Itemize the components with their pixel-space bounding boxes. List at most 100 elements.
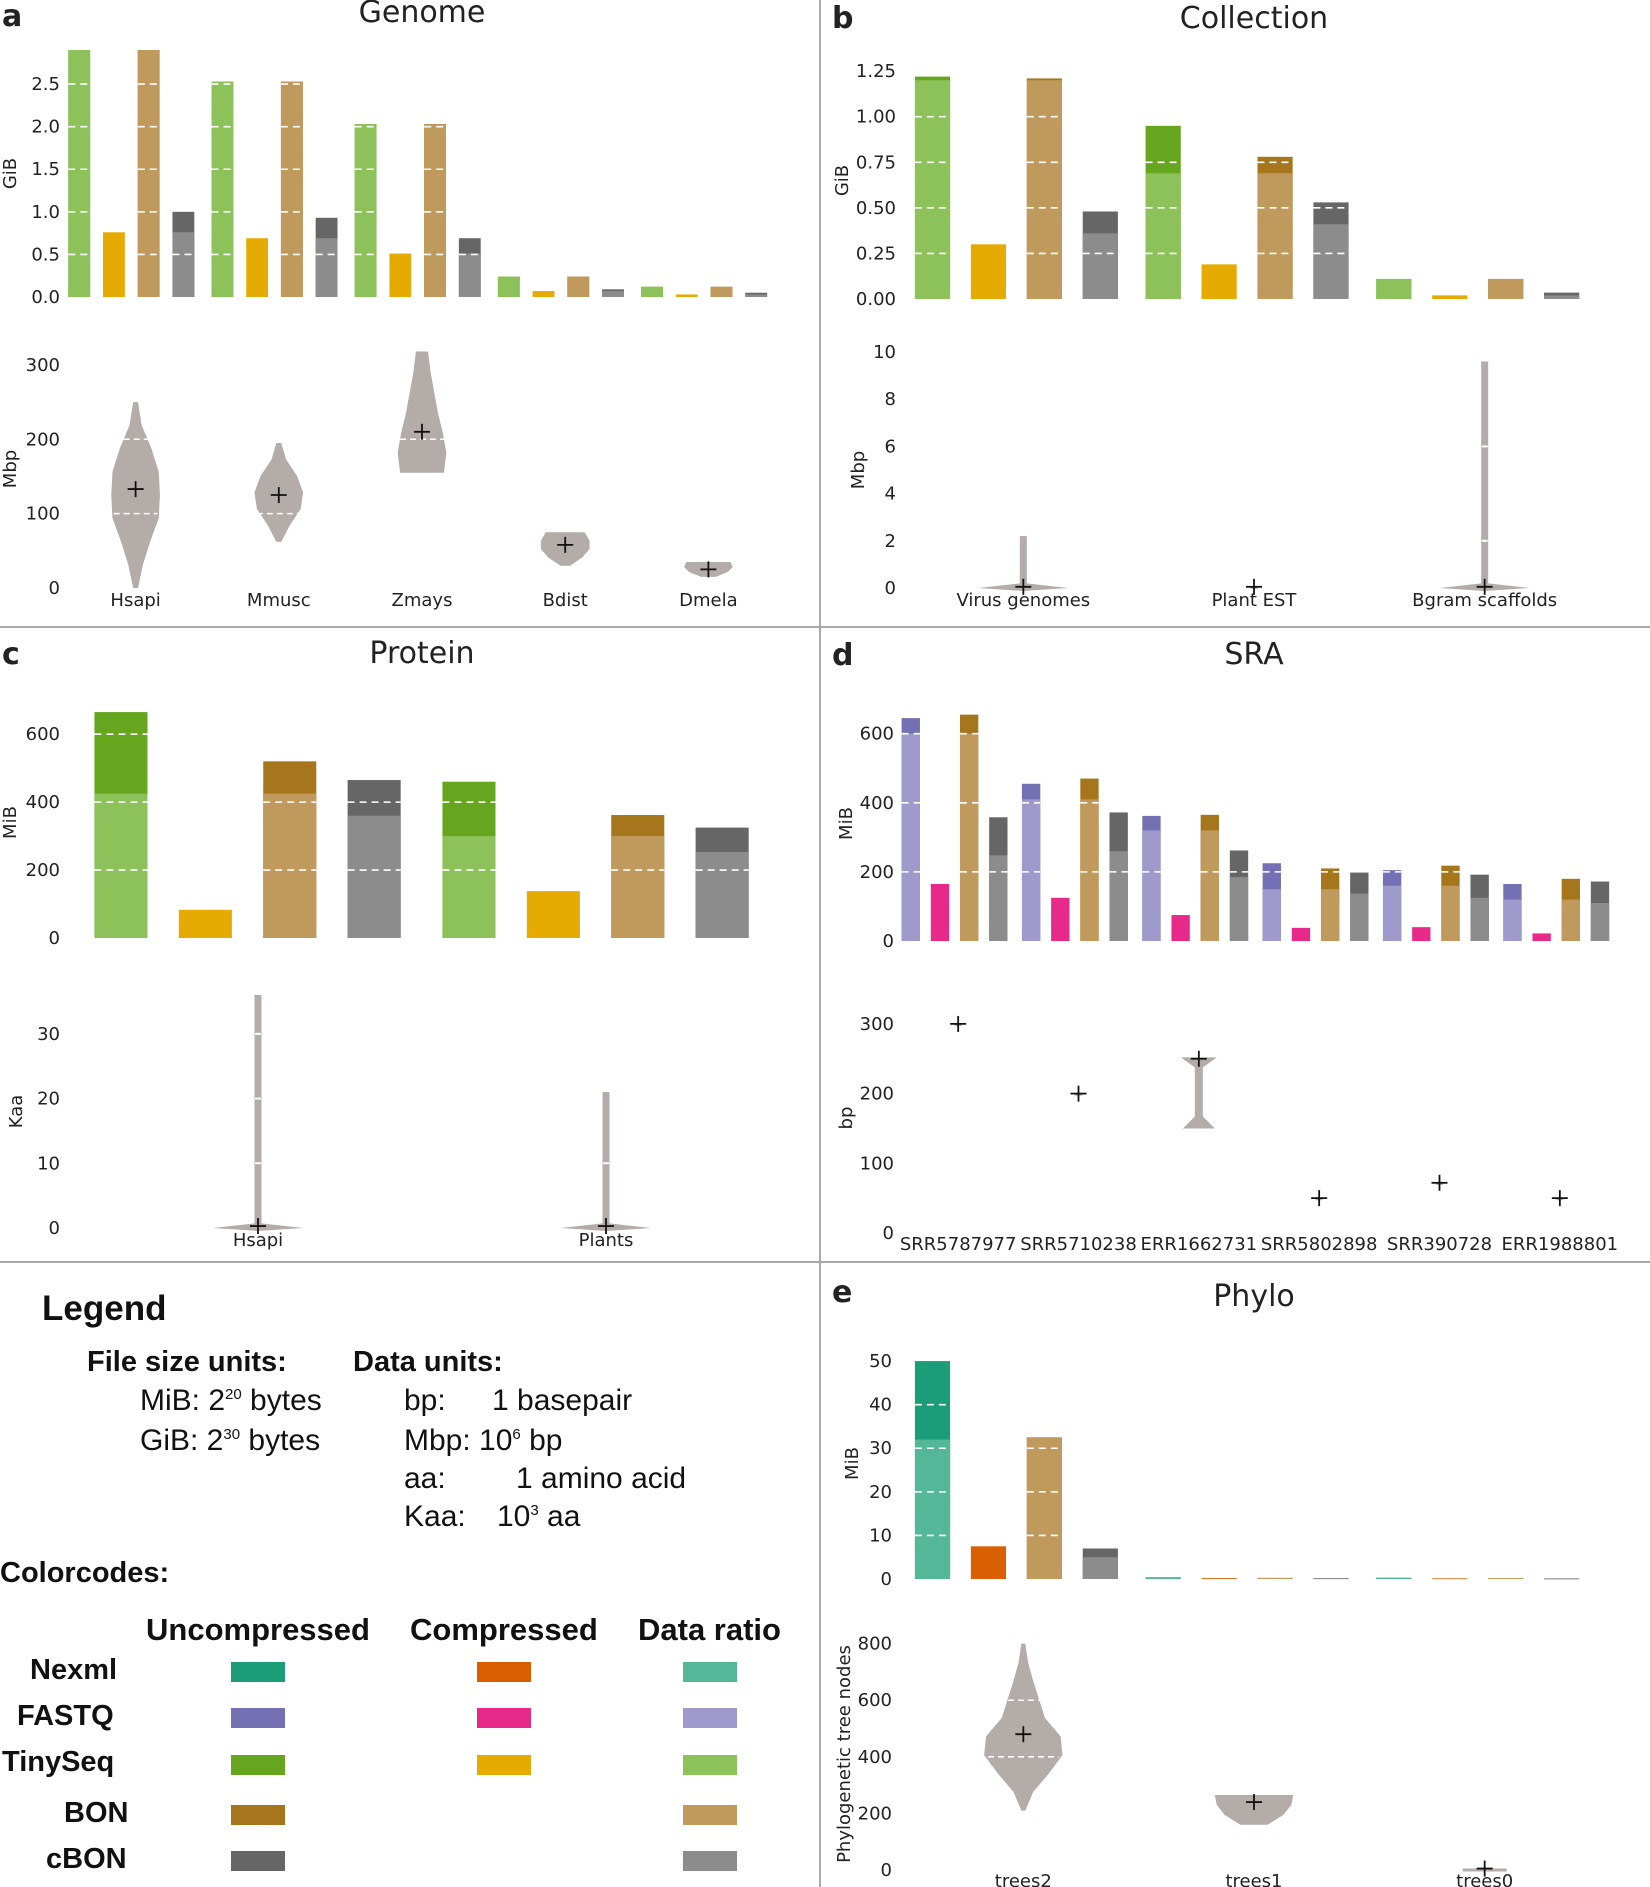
format-nexml: Nexml	[30, 1654, 118, 1686]
ytick-label: 0.25	[856, 243, 896, 264]
bar-bon-ratio	[137, 50, 160, 297]
category-label: Plant EST	[1212, 590, 1298, 611]
chart-d-bar: 0 200 400 600 MiB SRA d	[832, 637, 1610, 952]
ytick-label: 400	[858, 1747, 892, 1768]
category-label: Plants	[579, 1230, 634, 1251]
ytick-label: 0	[49, 1218, 60, 1239]
format-fastq: FASTQ	[17, 1700, 114, 1732]
category-label: Zmays	[392, 590, 453, 611]
bar-cbon-ratio	[347, 815, 401, 938]
bar-bon-ratio	[1561, 899, 1580, 941]
bar-bon-ratio	[1488, 1578, 1524, 1579]
format-cbon: cBON	[46, 1843, 127, 1875]
bar-tinyseq-ratio	[914, 80, 951, 299]
bar-tinyseq-ratio	[442, 836, 496, 938]
panel-letter: d	[832, 638, 853, 673]
ytick-label: 200	[860, 1084, 894, 1105]
bar-cbon-ratio	[315, 238, 338, 297]
ytick-label: 2	[885, 531, 896, 552]
colorcodes-heading: Colorcodes:	[0, 1557, 170, 1589]
chart-d-violin: 0 100 200 300 bp SRR5787977 SRR5710238 ERR16627…	[836, 1014, 1618, 1255]
bar-cbon-ratio	[1544, 295, 1580, 299]
category-label: ERR1662731	[1141, 1234, 1258, 1255]
y-axis-label: bp	[836, 1107, 857, 1130]
category-label: Hsapi	[110, 590, 160, 611]
ytick-label: 100	[860, 1153, 894, 1174]
y-axis-label: GiB	[832, 165, 853, 196]
category-label: SRR390728	[1387, 1234, 1492, 1255]
data-units-heading: Data units:	[353, 1346, 503, 1378]
bar-tinyseq-compressed	[675, 294, 698, 297]
ytick-label: 0	[881, 1860, 892, 1881]
bar-tinyseq-compressed	[178, 909, 232, 938]
format-bon: BON	[64, 1797, 129, 1829]
ytick-label: 800	[858, 1634, 892, 1655]
bar-cbon-ratio	[1470, 897, 1489, 941]
ytick-label: 0.75	[856, 152, 896, 173]
bar-cbon-ratio	[1544, 1578, 1580, 1580]
legend-title: Legend	[42, 1289, 167, 1328]
bar-tinyseq-compressed	[526, 891, 580, 938]
violin-body	[254, 995, 262, 1228]
bar-fastq-ratio	[1262, 889, 1281, 941]
bar-cbon-ratio	[745, 294, 768, 297]
bar-nexml-compressed	[970, 1546, 1007, 1579]
swatch-fastq-uncompressed	[231, 1708, 285, 1728]
bar-tinyseq-ratio	[641, 286, 663, 297]
chart-b-bar: 0.00 0.25 0.50 0.75 1.00 1.25 GiB Collection b	[832, 1, 1580, 310]
ytick-label: 0	[883, 1223, 894, 1244]
y-axis-label: MiB	[836, 807, 857, 840]
bar-fastq-ratio	[901, 733, 920, 941]
bar-fastq-ratio	[1021, 799, 1041, 941]
ytick-label: 400	[860, 793, 894, 814]
bar-bon-ratio	[1026, 80, 1062, 299]
bar-bon-ratio	[424, 124, 446, 297]
chart-a-violin: 0 100 200 300 Mbp Hsapi Mmusc Zmays Bdist Dmela	[0, 351, 738, 611]
y-axis-label: Phylogenetic tree nodes	[834, 1645, 855, 1863]
bar-cbon-ratio	[1313, 1578, 1349, 1580]
panel-letter: b	[832, 1, 853, 36]
ytick-label: 2.5	[31, 74, 60, 95]
bar-cbon-ratio	[989, 855, 1008, 941]
swatch-bon-uncompressed	[231, 1805, 285, 1825]
ytick-label: 0.5	[31, 244, 60, 265]
swatch-tinyseq-ratio	[683, 1755, 737, 1775]
chart-b-violin: 0 2 4 6 8 10 Mbp Virus genomes Plant EST Bgram sc…	[848, 342, 1557, 611]
swatch-fastq-ratio	[683, 1708, 737, 1728]
ytick-label: 30	[869, 1438, 892, 1459]
bar-bon-ratio	[567, 276, 590, 297]
category-label: Hsapi	[233, 1230, 283, 1251]
ytick-label: 1.0	[31, 202, 60, 223]
chart-title: SRA	[1224, 637, 1284, 672]
ytick-label: 0.50	[856, 198, 896, 219]
swatch-tinyseq-compressed	[477, 1755, 531, 1775]
bar-cbon-ratio	[602, 291, 624, 297]
bar-cbon-ratio	[458, 253, 481, 297]
bar-fastq-compressed	[1412, 927, 1431, 941]
ytick-label: 0	[49, 928, 60, 949]
category-label: Virus genomes	[956, 590, 1090, 611]
column-uncompressed: Uncompressed	[146, 1612, 370, 1647]
ytick-label: 600	[26, 724, 60, 745]
bar-tinyseq-compressed	[1201, 264, 1237, 299]
bar-fastq-compressed	[1532, 933, 1551, 941]
kaa-value: 103 aa	[497, 1500, 581, 1533]
ytick-label: 30	[37, 1024, 60, 1045]
category-label: Dmela	[679, 590, 738, 611]
ytick-label: 200	[26, 860, 60, 881]
bar-bon-ratio	[1441, 885, 1460, 941]
bar-cbon-ratio	[1313, 224, 1349, 299]
panel-letter: a	[2, 0, 22, 34]
bar-nexml-ratio	[1145, 1577, 1181, 1579]
category-label: Mmusc	[247, 590, 311, 611]
ytick-label: 300	[26, 355, 60, 376]
bp-value: 1 basepair	[492, 1384, 633, 1417]
bar-cbon-ratio	[1109, 851, 1128, 941]
ytick-label: 10	[873, 342, 896, 363]
bar-tinyseq-ratio	[497, 276, 520, 297]
category-label: trees0	[1456, 1871, 1513, 1887]
chart-c-violin: 0 10 20 30 Kaa Hsapi Plants	[6, 995, 651, 1251]
bar-fastq-ratio	[1503, 899, 1522, 941]
